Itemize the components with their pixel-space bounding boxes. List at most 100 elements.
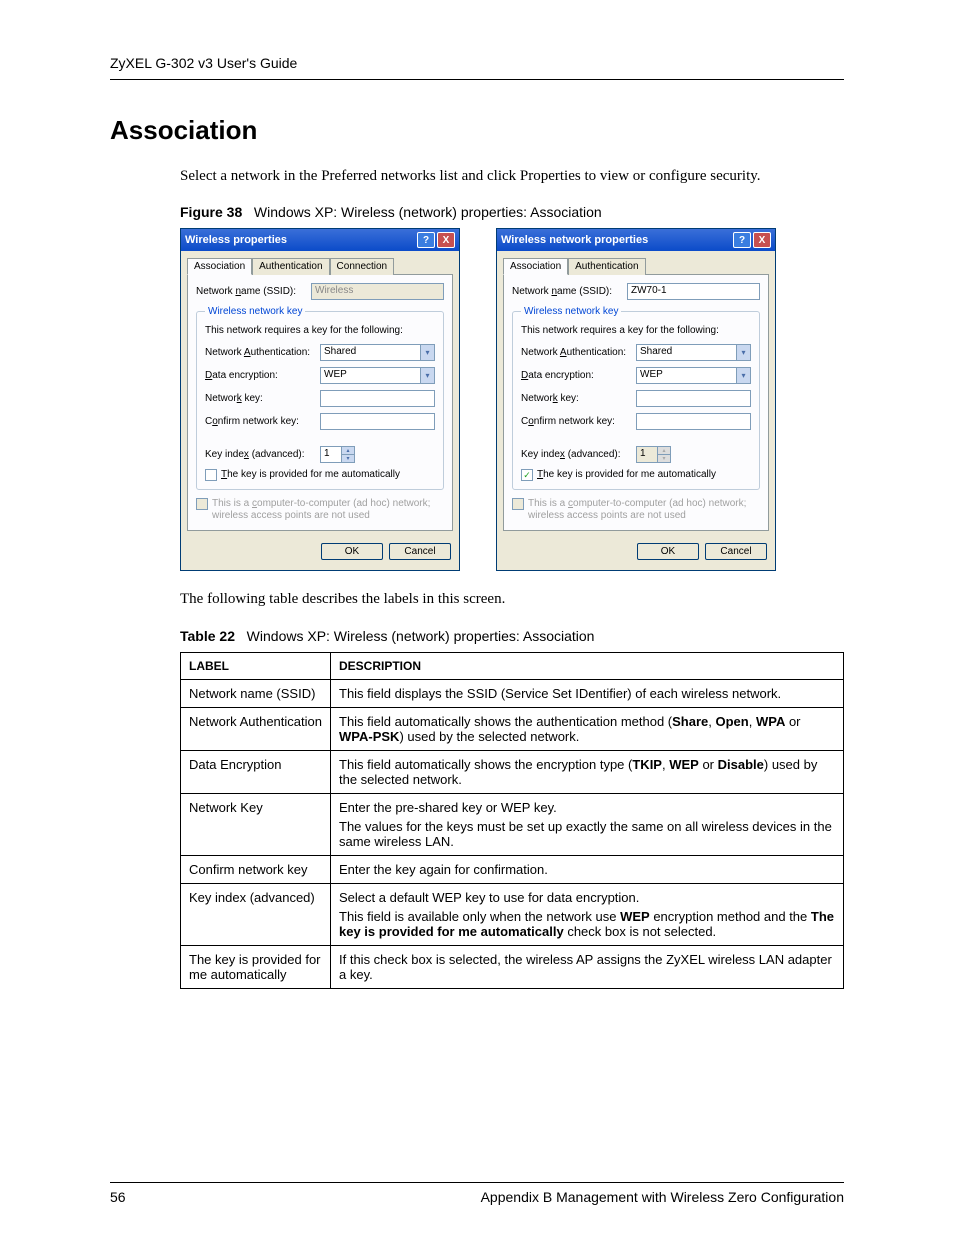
ok-button[interactable]: OK: [321, 543, 383, 560]
key-index-label: Key index (advanced):: [205, 449, 320, 460]
page: ZyXEL G-302 v3 User's Guide Association …: [0, 0, 954, 1235]
auto-key-checkbox[interactable]: ✓: [521, 469, 533, 481]
table-body: Network name (SSID)This field displays t…: [181, 679, 844, 988]
titlebar: Wireless network properties?X: [497, 229, 775, 251]
auto-key-label: The key is provided for me automatically: [537, 469, 716, 481]
appendix-label: Appendix B Management with Wireless Zero…: [481, 1189, 844, 1205]
desc-paragraph: This field displays the SSID (Service Se…: [339, 686, 835, 701]
tab-association[interactable]: Association: [187, 258, 252, 275]
network-key-label: Network key:: [521, 393, 636, 404]
page-header: ZyXEL G-302 v3 User's Guide: [110, 55, 844, 80]
ssid-label: Network name (SSID):: [512, 286, 627, 297]
figure-caption: Figure 38 Windows XP: Wireless (network)…: [180, 204, 844, 220]
cell-label: Key index (advanced): [181, 883, 331, 945]
data-encryption-select[interactable]: WEP▾: [636, 367, 751, 384]
wireless-network-properties-dialog: Wireless network properties?XAssociation…: [496, 228, 776, 571]
network-auth-value: Shared: [321, 345, 420, 360]
tabs: AssociationAuthentication: [497, 251, 775, 274]
adhoc-label: This is a computer-to-computer (ad hoc) …: [212, 498, 444, 522]
tabs: AssociationAuthenticationConnection: [181, 251, 459, 274]
group-desc: This network requires a key for the foll…: [205, 325, 435, 336]
ssid-label: Network name (SSID):: [196, 286, 311, 297]
help-button[interactable]: ?: [417, 232, 435, 248]
confirm-key-input[interactable]: [636, 413, 751, 430]
auto-key-checkbox[interactable]: [205, 469, 217, 481]
dialog-buttons: OK Cancel: [497, 537, 775, 570]
desc-paragraph: Enter the pre-shared key or WEP key.: [339, 800, 835, 815]
group-desc: This network requires a key for the foll…: [521, 325, 751, 336]
key-index-spinner: 1▴▾: [636, 446, 671, 463]
cell-label: Confirm network key: [181, 855, 331, 883]
spinner-up-icon[interactable]: ▴: [342, 447, 354, 454]
th-desc: DESCRIPTION: [331, 652, 844, 679]
desc-paragraph: If this check box is selected, the wirel…: [339, 952, 835, 982]
spinner-up-icon: ▴: [658, 447, 670, 454]
desc-paragraph: This field automatically shows the encry…: [339, 757, 835, 787]
data-encryption-select[interactable]: WEP▾: [320, 367, 435, 384]
wireless-key-group: Wireless network key This network require…: [512, 306, 760, 490]
spinner-down-icon[interactable]: ▾: [342, 454, 354, 462]
table-row: Network KeyEnter the pre-shared key or W…: [181, 793, 844, 855]
cell-label: The key is provided for me automatically: [181, 945, 331, 988]
cell-desc: This field displays the SSID (Service Se…: [331, 679, 844, 707]
cell-desc: Enter the pre-shared key or WEP key. The …: [331, 793, 844, 855]
cell-desc: This field automatically shows the encry…: [331, 750, 844, 793]
table-row: Key index (advanced)Select a default WEP…: [181, 883, 844, 945]
confirm-key-label: Confirm network key:: [521, 416, 636, 427]
chevron-down-icon[interactable]: ▾: [736, 368, 750, 383]
key-index-value: 1: [637, 447, 657, 462]
table-row: Network Authentication This field automat…: [181, 707, 844, 750]
network-auth-label: Network Authentication:: [205, 347, 320, 358]
cancel-button[interactable]: Cancel: [389, 543, 451, 560]
cancel-button[interactable]: Cancel: [705, 543, 767, 560]
tab-connection[interactable]: Connection: [330, 258, 395, 275]
cell-label: Data Encryption: [181, 750, 331, 793]
table-wrap: LABEL DESCRIPTION Network name (SSID)Thi…: [180, 652, 844, 989]
tab-authentication[interactable]: Authentication: [252, 258, 329, 275]
network-key-input[interactable]: [320, 390, 435, 407]
ssid-input[interactable]: ZW70-1: [627, 283, 760, 300]
dialog-title: Wireless properties: [185, 234, 415, 246]
data-encryption-value: WEP: [321, 368, 420, 383]
tab-association[interactable]: Association: [503, 258, 568, 275]
table-row: Data Encryption This field automatically …: [181, 750, 844, 793]
wireless-properties-dialog: Wireless properties?X AssociationAuthenti…: [180, 228, 460, 571]
desc-paragraph: This field automatically shows the authe…: [339, 714, 835, 744]
cell-desc: Select a default WEP key to use for data…: [331, 883, 844, 945]
section-title: Association: [110, 115, 844, 146]
help-button[interactable]: ?: [733, 232, 751, 248]
chevron-down-icon[interactable]: ▾: [420, 345, 434, 360]
confirm-key-input[interactable]: [320, 413, 435, 430]
adhoc-checkbox: [512, 498, 524, 510]
close-button[interactable]: X: [753, 232, 771, 248]
desc-paragraph: The values for the keys must be set up e…: [339, 819, 835, 849]
desc-paragraph: Enter the key again for confirmation.: [339, 862, 835, 877]
tab-authentication[interactable]: Authentication: [568, 258, 645, 275]
adhoc-label: This is a computer-to-computer (ad hoc) …: [528, 498, 760, 522]
after-figure-text: The following table describes the labels…: [180, 589, 844, 609]
network-auth-label: Network Authentication:: [521, 347, 636, 358]
cell-desc: If this check box is selected, the wirel…: [331, 945, 844, 988]
key-index-label: Key index (advanced):: [521, 449, 636, 460]
data-encryption-label: Data encryption:: [521, 370, 636, 381]
key-index-value: 1: [321, 447, 341, 462]
network-auth-select[interactable]: Shared▾: [636, 344, 751, 361]
network-auth-select[interactable]: Shared▾: [320, 344, 435, 361]
group-legend: Wireless network key: [521, 306, 621, 317]
confirm-key-label: Confirm network key:: [205, 416, 320, 427]
group-legend: Wireless network key: [205, 306, 305, 317]
key-index-spinner[interactable]: 1▴▾: [320, 446, 355, 463]
intro-text: Select a network in the Preferred networ…: [180, 166, 844, 186]
dialog-title: Wireless network properties: [501, 234, 731, 246]
network-key-input[interactable]: [636, 390, 751, 407]
figure-caption-text: Windows XP: Wireless (network) propertie…: [254, 204, 602, 220]
ok-button[interactable]: OK: [637, 543, 699, 560]
tab-panel: Network name (SSID):ZW70-1 Wireless netwo…: [503, 274, 769, 531]
close-button[interactable]: X: [437, 232, 455, 248]
page-footer: 56 Appendix B Management with Wireless Z…: [110, 1182, 844, 1205]
ssid-input: Wireless: [311, 283, 444, 300]
chevron-down-icon[interactable]: ▾: [420, 368, 434, 383]
cell-label: Network Authentication: [181, 707, 331, 750]
chevron-down-icon[interactable]: ▾: [736, 345, 750, 360]
cell-desc: This field automatically shows the authe…: [331, 707, 844, 750]
